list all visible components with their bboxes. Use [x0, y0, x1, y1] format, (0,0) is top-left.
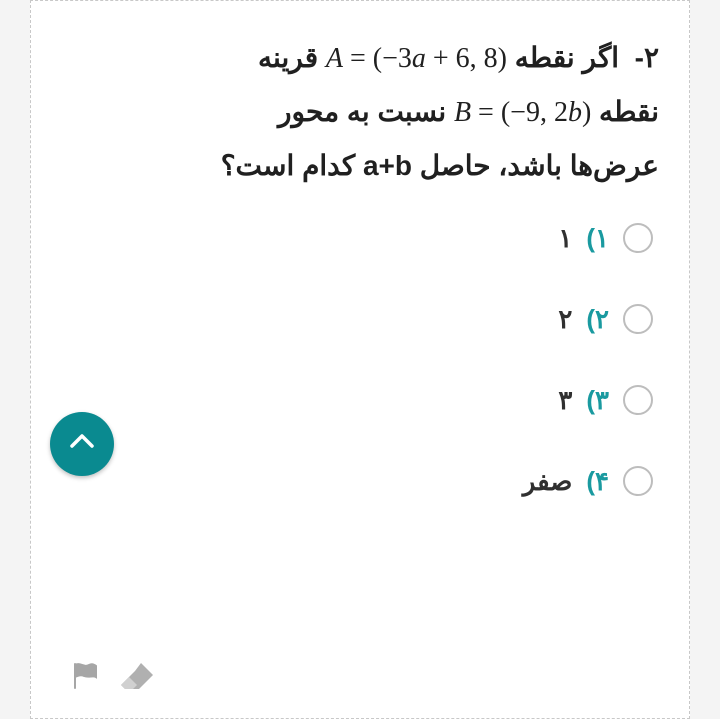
options-group: ۱) ۱ ۲) ۲ ۳) ۳ ۴) صفر [61, 223, 659, 497]
option-3-text: ۳ [558, 385, 572, 416]
action-row [71, 662, 153, 690]
radio-3[interactable] [623, 385, 653, 415]
math-A-eq: = (−3 [343, 43, 412, 74]
option-4-text: صفر [523, 466, 573, 497]
option-2-label: ۲) [586, 304, 609, 335]
option-1-text: ۱ [558, 223, 572, 254]
option-4-label: ۴) [586, 466, 609, 497]
radio-4[interactable] [623, 466, 653, 496]
question-text: ۲- اگر نقطه A = (−3a + 6, 8) قرینه نقطه … [61, 31, 659, 193]
q-part2-post: نسبت به محور [278, 96, 446, 127]
q-part3: عرض‌ها باشد، حاصل a+b کدام است؟ [221, 150, 659, 181]
math-A-rest: + 6, 8) [426, 43, 507, 74]
option-2-text: ۲ [558, 304, 572, 335]
option-4[interactable]: ۴) صفر [67, 466, 653, 497]
option-1[interactable]: ۱) ۱ [67, 223, 653, 254]
math-B-eq: = (−9, 2 [471, 97, 568, 128]
flag-icon[interactable] [71, 662, 99, 690]
q-part2-pre: نقطه [591, 96, 659, 127]
q-part1-pre: اگر نقطه [507, 42, 619, 73]
chevron-up-icon [67, 427, 97, 462]
radio-1[interactable] [623, 223, 653, 253]
question-card: ۲- اگر نقطه A = (−3a + 6, 8) قرینه نقطه … [30, 0, 690, 719]
math-A-a: a [412, 43, 426, 74]
math-B-var: B [454, 97, 471, 128]
q-part1-post: قرینه [258, 42, 318, 73]
option-3-label: ۳) [586, 385, 609, 416]
option-3[interactable]: ۳) ۳ [67, 385, 653, 416]
radio-2[interactable] [623, 304, 653, 334]
option-1-label: ۱) [586, 223, 609, 254]
scroll-up-button[interactable] [50, 412, 114, 476]
math-B-rest: ) [582, 97, 591, 128]
math-A-var: A [326, 43, 343, 74]
question-number: ۲- [635, 42, 659, 73]
math-B-b: b [568, 97, 582, 128]
eraser-icon[interactable] [121, 663, 153, 689]
option-2[interactable]: ۲) ۲ [67, 304, 653, 335]
